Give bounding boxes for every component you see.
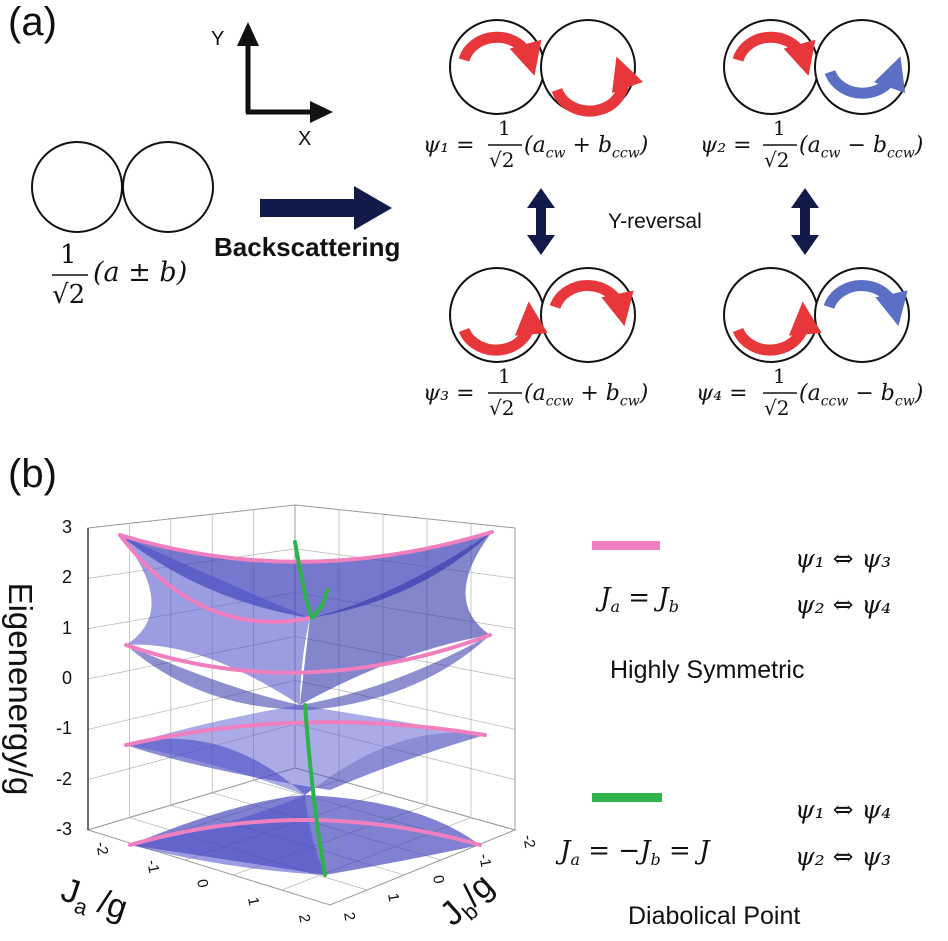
cw-arrow-a — [458, 31, 542, 76]
psi2-expr: (acw − bccw) — [799, 133, 924, 162]
x-axis-letter: X — [298, 128, 312, 150]
psi4-num: 1 — [773, 364, 786, 388]
ccw-arrow-b — [824, 56, 906, 99]
z-tick-label: -1 — [56, 718, 73, 739]
pink-degeneracy-lines — [118, 530, 494, 847]
input-frac-den: √2 — [52, 280, 86, 310]
z-tick-label: 3 — [62, 517, 73, 537]
reversal-arrow-right — [791, 188, 819, 255]
state-psi3-resonators — [449, 267, 636, 363]
plot-3d — [86, 504, 517, 906]
panel-a-label: (a) — [8, 0, 57, 44]
legend-green-swatch — [592, 793, 662, 802]
xy-axes-indicator — [237, 22, 333, 123]
psi3-num: 1 — [498, 364, 511, 388]
psi1-symbol: ψ₁ = — [423, 133, 475, 158]
legend-relation-3: ψ₁ ⇔ ψ₄ — [795, 795, 892, 824]
ccw-arrow-a — [458, 301, 548, 356]
psi1-num: 1 — [498, 116, 511, 140]
jb-tick-label: -1 — [474, 852, 494, 869]
backscattering-label: Backscattering — [214, 232, 401, 262]
input-frac-num: 1 — [60, 240, 77, 270]
ccw-arrow-a — [732, 301, 822, 356]
legend-condition-symmetric: Ja = Jb — [600, 583, 679, 617]
z-tick-label: -2 — [56, 768, 73, 789]
z-tick-label: 2 — [62, 567, 73, 588]
input-resonator-pair — [31, 141, 214, 233]
y-axis-letter: Y — [211, 28, 225, 50]
cw-arrow-b — [549, 280, 634, 327]
psi2-den: √2 — [764, 148, 790, 172]
panel-b-label: (b) — [8, 452, 57, 496]
psi1-expr: (acw + bccw) — [524, 133, 649, 162]
psi2-num: 1 — [773, 116, 786, 140]
legend-relation-4: ψ₂ ⇔ ψ₃ — [795, 842, 892, 871]
z-tick-label: 1 — [62, 617, 73, 638]
legend-caption-diabolical: Diabolical Point — [628, 902, 801, 930]
z-tick-label: 0 — [62, 668, 73, 688]
psi1-den: √2 — [489, 148, 515, 172]
ccw-arrow-b — [551, 56, 644, 117]
legend-relation-2: ψ₂ ⇔ ψ₄ — [795, 590, 892, 619]
state-psi4-resonators — [723, 267, 910, 363]
psi3-expr: (accw + bcw) — [524, 381, 649, 410]
backscattering-arrow — [260, 186, 392, 230]
cw-arrow-a — [732, 31, 816, 76]
psi4-expr: (accw − bcw) — [799, 381, 924, 410]
psi2-symbol: ψ₂ = — [700, 133, 752, 158]
y-reversal-label: Y-reversal — [608, 210, 702, 233]
state-psi1-resonators — [449, 19, 644, 117]
ja-tick-label: -1 — [143, 857, 163, 875]
reversal-arrow-left — [527, 188, 555, 255]
legend-pink-swatch — [592, 541, 660, 550]
state-fraction-bars — [488, 144, 797, 394]
legend-caption-symmetric: Highly Symmetric — [610, 656, 805, 684]
green-diabolical-line — [293, 540, 329, 877]
psi3-symbol: ψ₃ = — [423, 381, 475, 406]
psi3-den: √2 — [489, 396, 515, 420]
state-psi2-resonators — [723, 19, 910, 115]
psi4-symbol: ψ₄ = — [696, 381, 748, 406]
z-tick-label: -3 — [56, 819, 73, 839]
cw-arrow-b — [823, 280, 908, 327]
legend-condition-diabolical: Ja = −Jb = J — [560, 836, 710, 870]
z-axis-label: Eigenenergy/g — [2, 582, 39, 796]
legend-relation-1: ψ₁ ⇔ ψ₃ — [795, 544, 892, 573]
input-expr: (a ± b) — [93, 257, 188, 288]
psi4-den: √2 — [764, 396, 790, 420]
